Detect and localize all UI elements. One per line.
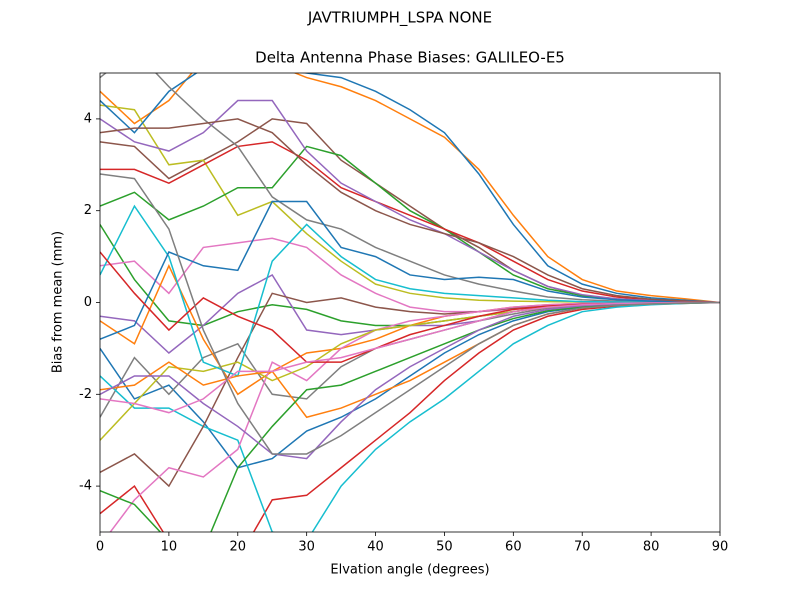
x-tick-label: 10 [161, 540, 178, 555]
series-line [100, 99, 720, 304]
x-tick-label: 90 [712, 540, 729, 555]
series-line [100, 104, 720, 304]
chart-title: Delta Antenna Phase Biases: GALILEO-E5 [255, 49, 565, 67]
y-tick-label: -2 [79, 387, 92, 402]
y-tick-label: 4 [84, 111, 92, 126]
series-line [100, 301, 720, 532]
series-line [100, 73, 720, 304]
y-axis-label: Bias from mean (mm) [51, 231, 66, 373]
series-line [100, 301, 720, 418]
x-tick-label: 50 [436, 540, 453, 555]
y-tick-label: 0 [84, 295, 92, 310]
series-line [100, 200, 720, 340]
series-line [100, 273, 720, 354]
x-tick-label: 70 [574, 540, 591, 555]
x-tick-label: 60 [505, 540, 522, 555]
x-axis-label: Elvation angle (degrees) [330, 563, 489, 578]
x-tick-label: 80 [643, 540, 660, 555]
y-tick-label: 2 [84, 203, 92, 218]
series-line [100, 118, 720, 304]
series-line [100, 301, 720, 414]
series-line [100, 301, 720, 441]
x-tick-label: 40 [367, 540, 384, 555]
series-line [100, 73, 720, 304]
y-tick-label: -4 [79, 479, 92, 494]
series-line [100, 141, 720, 304]
series-line [100, 301, 720, 532]
x-tick-label: 30 [298, 540, 315, 555]
x-tick-label: 0 [96, 540, 104, 555]
series-line [100, 173, 720, 455]
series-line [100, 301, 720, 419]
series-line [100, 73, 720, 304]
x-tick-label: 20 [230, 540, 247, 555]
series-line [100, 204, 720, 377]
suptitle: JAVTRIUMPH_LSPA NONE [307, 9, 492, 28]
plot-area [100, 73, 720, 532]
